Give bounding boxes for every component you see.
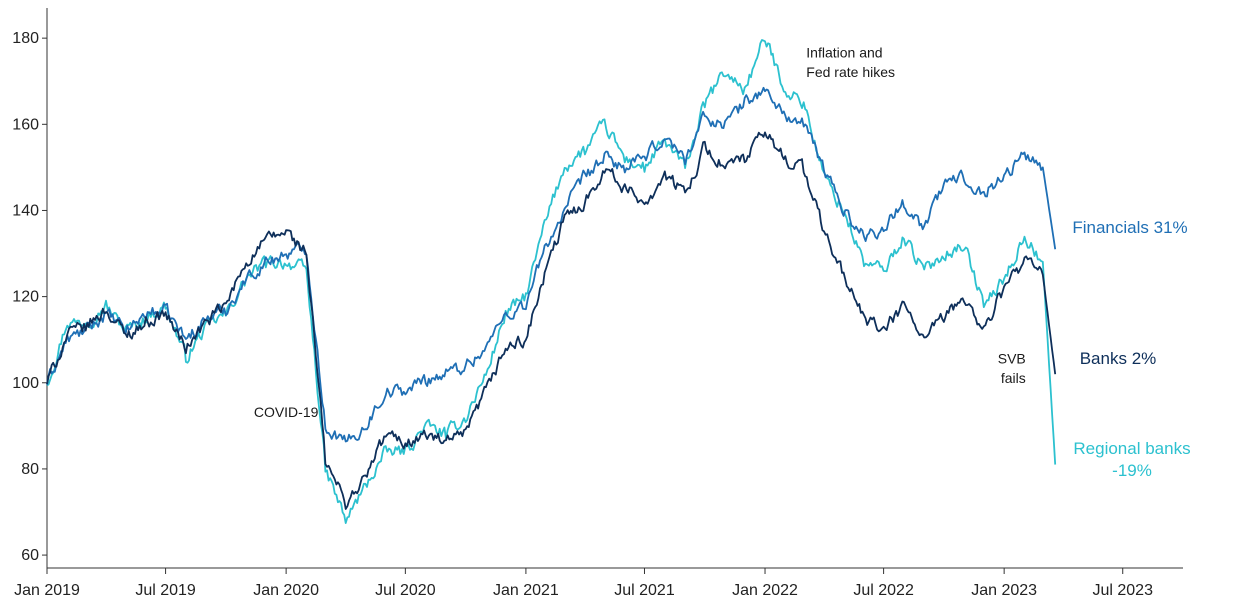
x-tick-label: Jul 2019 — [135, 582, 196, 599]
y-tick-label: 180 — [12, 30, 39, 47]
series-end-labels: Financials 31% Banks 2% Regional banks -19% — [1072, 218, 1190, 480]
annotation-inflation-1: Inflation and — [806, 45, 882, 61]
y-tick-label: 60 — [21, 547, 39, 564]
y-tick-label: 80 — [21, 461, 39, 478]
series-line-regional — [46, 39, 1057, 524]
annotation-svb-1: SVB — [998, 350, 1026, 366]
series-label-line: Financials 31% — [1072, 218, 1187, 237]
axes: 60 80 100 120 140 160 180 Jan 2019 Jul 2019 Jan 2… — [12, 8, 1183, 599]
annotation-svb-2: fails — [1001, 370, 1026, 386]
series-label-line: -19% — [1112, 461, 1152, 480]
x-tick-label: Jan 2019 — [14, 582, 80, 599]
series-label-banks: Banks 2% — [1080, 349, 1157, 368]
x-tick-label: Jan 2022 — [732, 582, 798, 599]
series-label-financials: Financials 31% — [1072, 218, 1187, 237]
x-tick-label: Jul 2021 — [614, 582, 675, 599]
annotations: COVID-19 Inflation and Fed rate hikes SVB fa… — [254, 45, 1026, 421]
series-lines — [46, 39, 1057, 524]
series-label-line: Banks 2% — [1080, 349, 1157, 368]
x-tick-label: Jul 2023 — [1092, 582, 1153, 599]
x-tick-label: Jan 2020 — [253, 582, 319, 599]
y-tick-label: 140 — [12, 202, 39, 219]
annotation-inflation-2: Fed rate hikes — [806, 64, 895, 80]
series-label-line: Regional banks — [1073, 439, 1190, 458]
x-tick-label: Jul 2022 — [853, 582, 914, 599]
x-tick-label: Jul 2020 — [375, 582, 436, 599]
x-tick-label: Jan 2023 — [971, 582, 1037, 599]
series-label-regional: Regional banks -19% — [1073, 439, 1190, 480]
y-tick-label: 160 — [12, 116, 39, 133]
x-tick-label: Jan 2021 — [493, 582, 559, 599]
y-tick-label: 100 — [12, 375, 39, 392]
series-line-banks — [46, 131, 1057, 510]
y-tick-label: 120 — [12, 289, 39, 306]
series-line-financials — [46, 86, 1057, 443]
annotation-covid: COVID-19 — [254, 404, 319, 420]
